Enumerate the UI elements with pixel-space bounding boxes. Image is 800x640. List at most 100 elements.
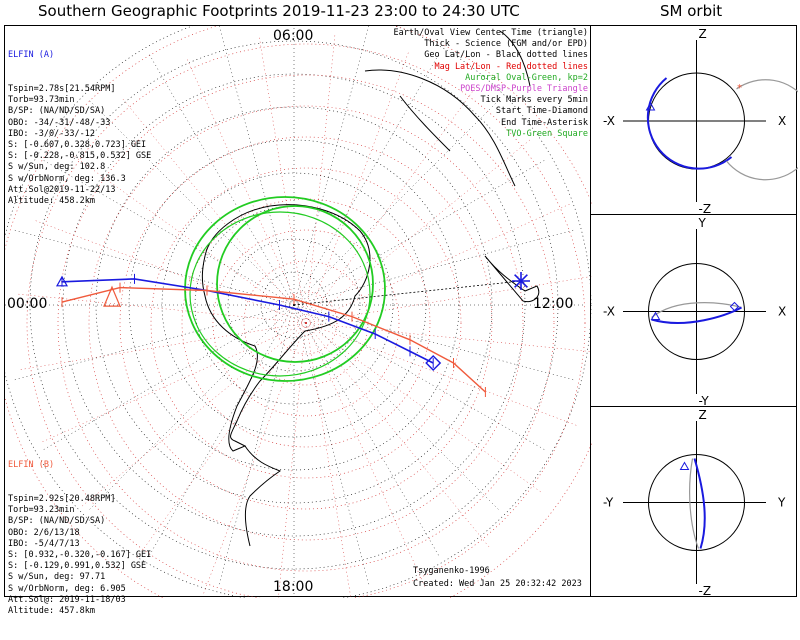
mag-lat-circle [88, 105, 524, 541]
time-label-right: 12:00 [533, 296, 573, 312]
legend-entry: End Time-Asterisk [501, 117, 588, 128]
elfin-a-line: Att.Sol@2019-11-22/13 [8, 184, 116, 195]
elfin-a-orbit [646, 77, 733, 170]
elfin-b-track [61, 286, 486, 393]
elfin-a-line: Altitude: 458.2km [8, 196, 95, 207]
elfin-b-line: Torb=93.23min [8, 505, 75, 516]
mag-lon-line [70, 153, 307, 324]
mag-lon-line [19, 322, 307, 370]
elfin-a-triangle [650, 311, 661, 320]
sm-axis-label-left: -X [603, 114, 615, 128]
geo-lat-circle [95, 106, 493, 504]
mag-lat-circle [26, 43, 586, 598]
elfin-a-end-asterisk [514, 274, 528, 288]
sm-axis-label-bottom: -Z [699, 584, 712, 598]
geo-lon-line [148, 304, 295, 557]
elfin-a-line: Tspin=2.78s[21.54RPM] [8, 84, 116, 95]
australia-coastline [364, 69, 516, 187]
mag-lon-line [305, 203, 571, 324]
mag-lat-circle [212, 229, 400, 417]
elfin-b-line: S: [0.932,-0.320,-0.167] GEI [8, 550, 152, 561]
footprint-map-panel: 06:00 00:00 12:00 18:00 ELFIN (A) Tspin=2.7… [4, 25, 592, 616]
elfin-b-line: IBO: -5/4/7/13 [8, 538, 80, 549]
legend: Earth/Oval View Center Time (triangle) Th… [394, 28, 588, 140]
elfin-a-start-diamond [425, 355, 442, 371]
south-america-coastline [244, 445, 282, 547]
legend-entry: Auroral Oval-Green, kp=2 [465, 72, 588, 83]
footprint-map: 06:00 00:00 12:00 18:00 [5, 26, 592, 598]
elfin-a-triangle [645, 101, 656, 111]
sm-orbit-xy-panel: Y -Y -X X [590, 214, 797, 408]
mag-lon-line [305, 87, 476, 324]
sm-axis-label-right: X [778, 305, 786, 319]
elfin-b-line: OBO: 2/6/13/18 [8, 527, 80, 538]
auroral-oval-outer [184, 196, 386, 382]
elfin-b-lines: Tspin=2.92s[20.48RPM] Torb=93.23min B/SP: … [8, 494, 151, 617]
elfin-a-diamond [729, 301, 740, 312]
geo-lat-circle [5, 26, 592, 598]
geo-lon-line [293, 304, 546, 451]
mag-lon-line [259, 36, 307, 324]
geo-lon-line [293, 53, 440, 306]
elfin-b-info: ELFIN (B) Tspin=2.92s[20.48RPM] Torb=93.2… [8, 438, 151, 640]
elfin-b-line: Att.Sol@: 2019-11-18/03 [8, 594, 126, 605]
elfin-a-orbit [651, 306, 742, 324]
sm-orbit-yz: Z -Z -Y Y [603, 408, 786, 598]
legend-entry: Earth/Oval View Center Time (triangle) [393, 28, 588, 38]
elfin-b-marker: * [737, 83, 743, 94]
geo-lon-line [293, 304, 500, 511]
elfin-a-line: S: [-0.228,-0.815,0.532] GSE [8, 151, 152, 162]
elfin-b-orbit [651, 302, 742, 318]
elfin-b-view-triangle [103, 285, 121, 307]
time-label-left: 00:00 [7, 296, 47, 312]
mag-lon-line [305, 322, 592, 352]
mag-lon-line [41, 322, 307, 443]
sm-orbit-xz-panel: Z -Z -X X * [590, 25, 798, 216]
sm-axis-label-top: Z [699, 408, 707, 422]
mag-lon-line [278, 322, 307, 598]
geo-lat-circle [227, 238, 361, 372]
mag-lon-line [305, 322, 426, 588]
mag-lon-line [305, 139, 531, 324]
mag-lon-line [305, 322, 490, 548]
mag-lat-circle [57, 74, 555, 572]
mag-lon-line [305, 51, 409, 324]
elfin-b-name: ELFIN (B) [8, 460, 55, 471]
mag-lon-line [17, 293, 307, 324]
sm-axis-label-bottom: -Y [699, 394, 710, 408]
mag-lon-line [34, 220, 307, 324]
view-center-line [293, 280, 522, 306]
elfin-a-line: S w/OrbNorm, deg: 136.3 [8, 173, 126, 184]
geo-lon-line [293, 99, 500, 306]
chart-title: Southern Geographic Footprints 2019-11-2… [38, 2, 520, 20]
geo-lon-line [42, 304, 295, 451]
legend-entry: Mag Lat/Lon - Red dotted lines [434, 61, 588, 72]
time-label-top: 06:00 [273, 28, 313, 44]
mag-lon-line [305, 322, 578, 426]
geo-lon-line [293, 229, 575, 306]
mag-lon-line [186, 58, 307, 324]
elfin-b-line: S w/OrbNorm, deg: 6.905 [8, 583, 126, 594]
sm-axis-label-right: Y [777, 496, 786, 510]
elfin-b-line: S: [-0.129,0.991,0.532] GSE [8, 561, 147, 572]
elfin-a-line: S: [-0.607,0.328,0.723] GEI [8, 140, 147, 151]
sm-orbit-title: SM orbit [660, 2, 723, 20]
elfin-a-name: ELFIN (A) [8, 50, 55, 61]
coast-fragment [499, 30, 531, 87]
mag-lon-line [81, 322, 307, 507]
mag-lon-line [203, 322, 307, 595]
mag-lat-circle [119, 136, 493, 510]
geo-lon-line [293, 304, 370, 586]
elfin-a-track [61, 278, 434, 364]
sm-axis-label-left: -Y [603, 496, 614, 510]
legend-entry: Tick Marks every 5min [480, 95, 588, 106]
geo-lon-line [218, 26, 295, 306]
mag-lat-circle [150, 167, 462, 479]
geo-lon-line [13, 304, 295, 381]
model-label: Tsyganenko-1996 [413, 566, 490, 576]
sm-axis-label-left: -X [603, 305, 615, 319]
legend-entry: Thick - Science (FGM and/or EPD) [424, 39, 588, 50]
elfin-b-line: S w/Sun, deg: 97.71 [8, 572, 106, 583]
elfin-a-orbit [693, 458, 706, 549]
elfin-b-line: Tspin=2.92s[20.48RPM] [8, 494, 116, 505]
